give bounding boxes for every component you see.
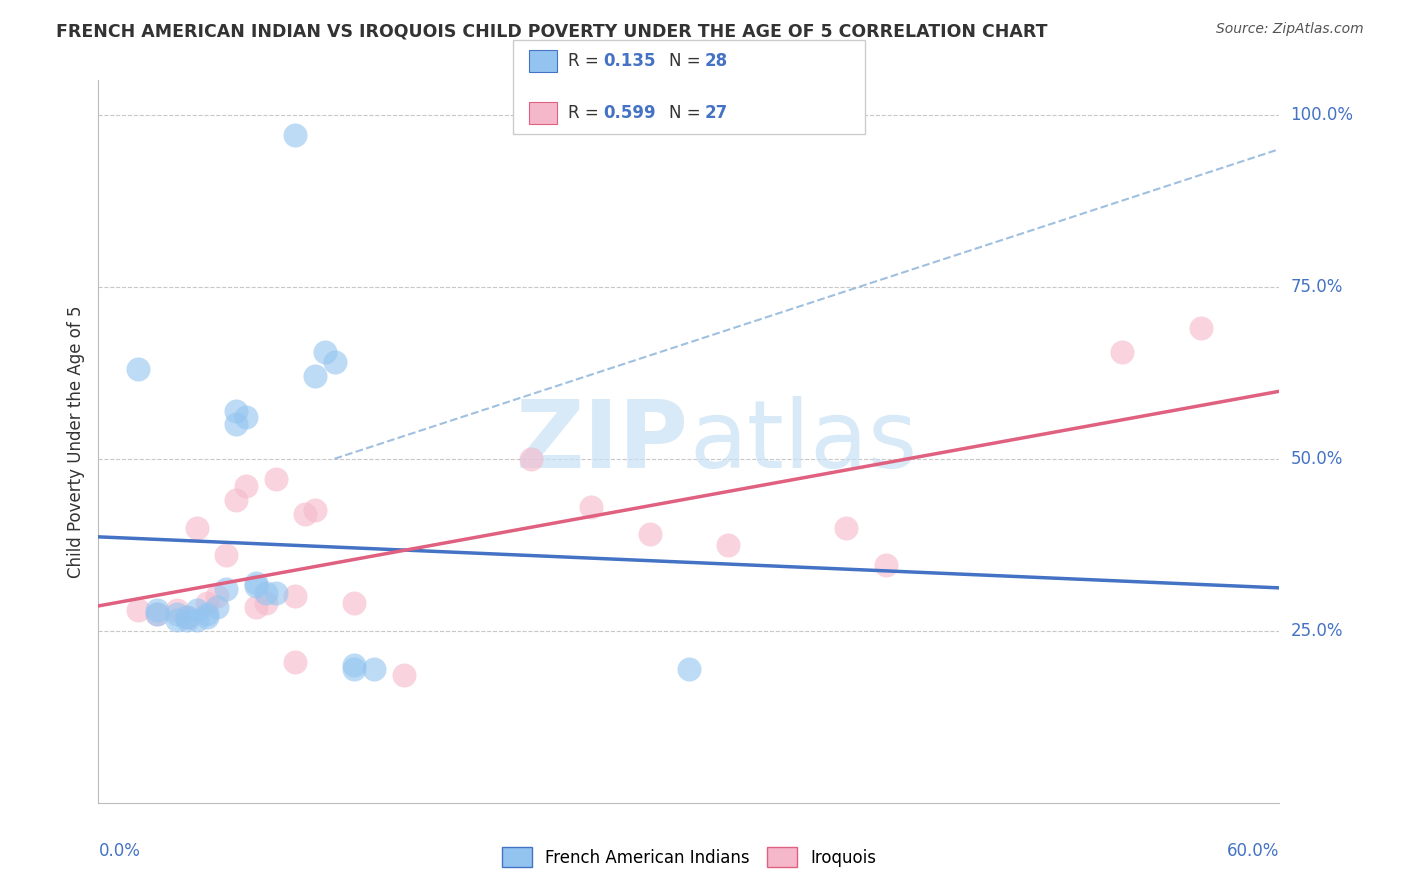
Point (343, 662, 366, 676)
Point (579, 500, 602, 514)
Point (225, 417, 247, 432)
Legend: French American Indians, Iroquois: French American Indians, Iroquois (502, 847, 876, 867)
Y-axis label: Child Poverty Under the Age of 5: Child Poverty Under the Age of 5 (66, 305, 84, 578)
Text: 75.0%: 75.0% (1291, 277, 1343, 296)
Point (264, 586, 287, 600)
Point (176, 610, 198, 624)
Text: 25.0%: 25.0% (1291, 622, 1343, 640)
Point (225, 403, 247, 417)
Text: FRENCH AMERICAN INDIAN VS IROQUOIS CHILD POVERTY UNDER THE AGE OF 5 CORRELATION : FRENCH AMERICAN INDIAN VS IROQUOIS CHILD… (56, 22, 1047, 40)
Point (392, 668, 415, 682)
Point (195, 607, 218, 621)
Point (304, 369, 326, 384)
Text: 100.0%: 100.0% (1291, 105, 1354, 124)
Point (146, 607, 169, 621)
Point (195, 610, 218, 624)
Text: 0.0%: 0.0% (98, 842, 141, 860)
Point (314, 345, 336, 359)
Point (186, 520, 208, 534)
Point (284, 590, 307, 604)
Point (166, 614, 188, 628)
Point (146, 607, 169, 621)
Text: atlas: atlas (689, 395, 917, 488)
Point (195, 596, 218, 610)
Point (166, 607, 188, 621)
Point (343, 658, 366, 673)
Text: N =: N = (669, 52, 706, 70)
Point (520, 451, 543, 466)
Text: 28: 28 (704, 52, 727, 70)
Text: 0.135: 0.135 (603, 52, 655, 70)
Point (245, 599, 267, 614)
Point (1111, 345, 1133, 359)
Point (176, 614, 198, 628)
Point (323, 355, 346, 369)
Text: Source: ZipAtlas.com: Source: ZipAtlas.com (1216, 22, 1364, 37)
Point (875, 558, 897, 573)
Text: 60.0%: 60.0% (1227, 842, 1279, 860)
Point (284, 655, 307, 669)
Point (205, 590, 228, 604)
Point (638, 527, 661, 541)
Point (717, 538, 740, 552)
Point (835, 520, 858, 534)
Point (304, 503, 326, 517)
Point (678, 662, 700, 676)
Point (215, 582, 238, 597)
Point (264, 472, 287, 486)
Point (254, 586, 277, 600)
Point (186, 603, 208, 617)
Point (176, 610, 198, 624)
Point (225, 493, 247, 508)
Point (215, 548, 238, 562)
Point (363, 662, 385, 676)
Text: N =: N = (669, 103, 706, 122)
Point (127, 362, 149, 376)
Point (235, 410, 257, 425)
Point (166, 603, 188, 617)
Text: R =: R = (568, 103, 605, 122)
Point (235, 479, 257, 493)
Point (284, 128, 307, 143)
Text: 0.599: 0.599 (603, 103, 655, 122)
Point (343, 596, 366, 610)
Point (127, 603, 149, 617)
Text: 50.0%: 50.0% (1291, 450, 1343, 467)
Point (1189, 321, 1212, 335)
Point (254, 596, 277, 610)
Text: R =: R = (568, 52, 605, 70)
Point (245, 579, 267, 593)
Point (186, 614, 208, 628)
Text: 27: 27 (704, 103, 728, 122)
Text: ZIP: ZIP (516, 395, 689, 488)
Point (245, 575, 267, 590)
Point (294, 507, 316, 521)
Point (146, 603, 169, 617)
Point (205, 599, 228, 614)
